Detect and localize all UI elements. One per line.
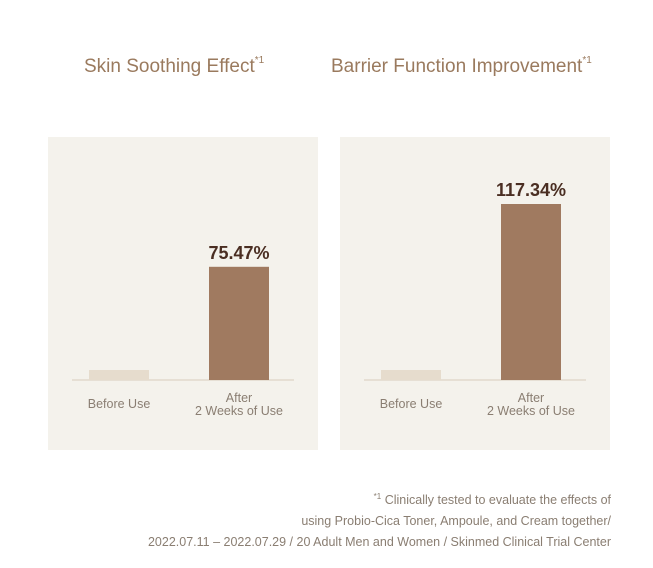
chart-panel-barrier-function: Before Use 117.34% After 2 Weeks of Use [340,137,610,450]
bar-value-label: 117.34% [496,180,566,200]
title-footnote-mark: *1 [254,54,265,66]
bar-before-use [381,370,441,380]
bar-value-label: 75.47% [208,243,269,263]
footnote-line-3: 2022.07.11 – 2022.07.29 / 20 Adult Men a… [147,535,611,550]
footnote-mark: *1 [373,492,382,501]
category-tick-label: 2 Weeks of Use [487,404,575,418]
category-tick-label: After [518,391,544,405]
clinical-footnote: *1 Clinically tested to evaluate the eff… [148,486,611,553]
chart-title-skin-soothing: Skin Soothing Effect*1 [84,54,265,77]
category-tick-label: 2 Weeks of Use [195,404,283,418]
category-tick-label: Before Use [88,397,151,411]
title-footnote-mark: *1 [582,54,592,66]
bar-after-use [209,266,269,380]
chart-title-barrier-function: Barrier Function Improvement*1 [331,54,592,77]
chart-panel-skin-soothing: Before Use 75.47% After 2 Weeks of Use [48,137,318,450]
category-tick-label: Before Use [380,397,443,411]
category-tick-label: After [226,391,252,405]
bar-before-use [89,370,149,380]
bar-after-use [501,204,561,380]
footnote-line-2: using Probio-Cica Toner, Ampoule, and Cr… [301,514,611,529]
footnote-line-1: *1 Clinically tested to evaluate the eff… [373,492,611,508]
